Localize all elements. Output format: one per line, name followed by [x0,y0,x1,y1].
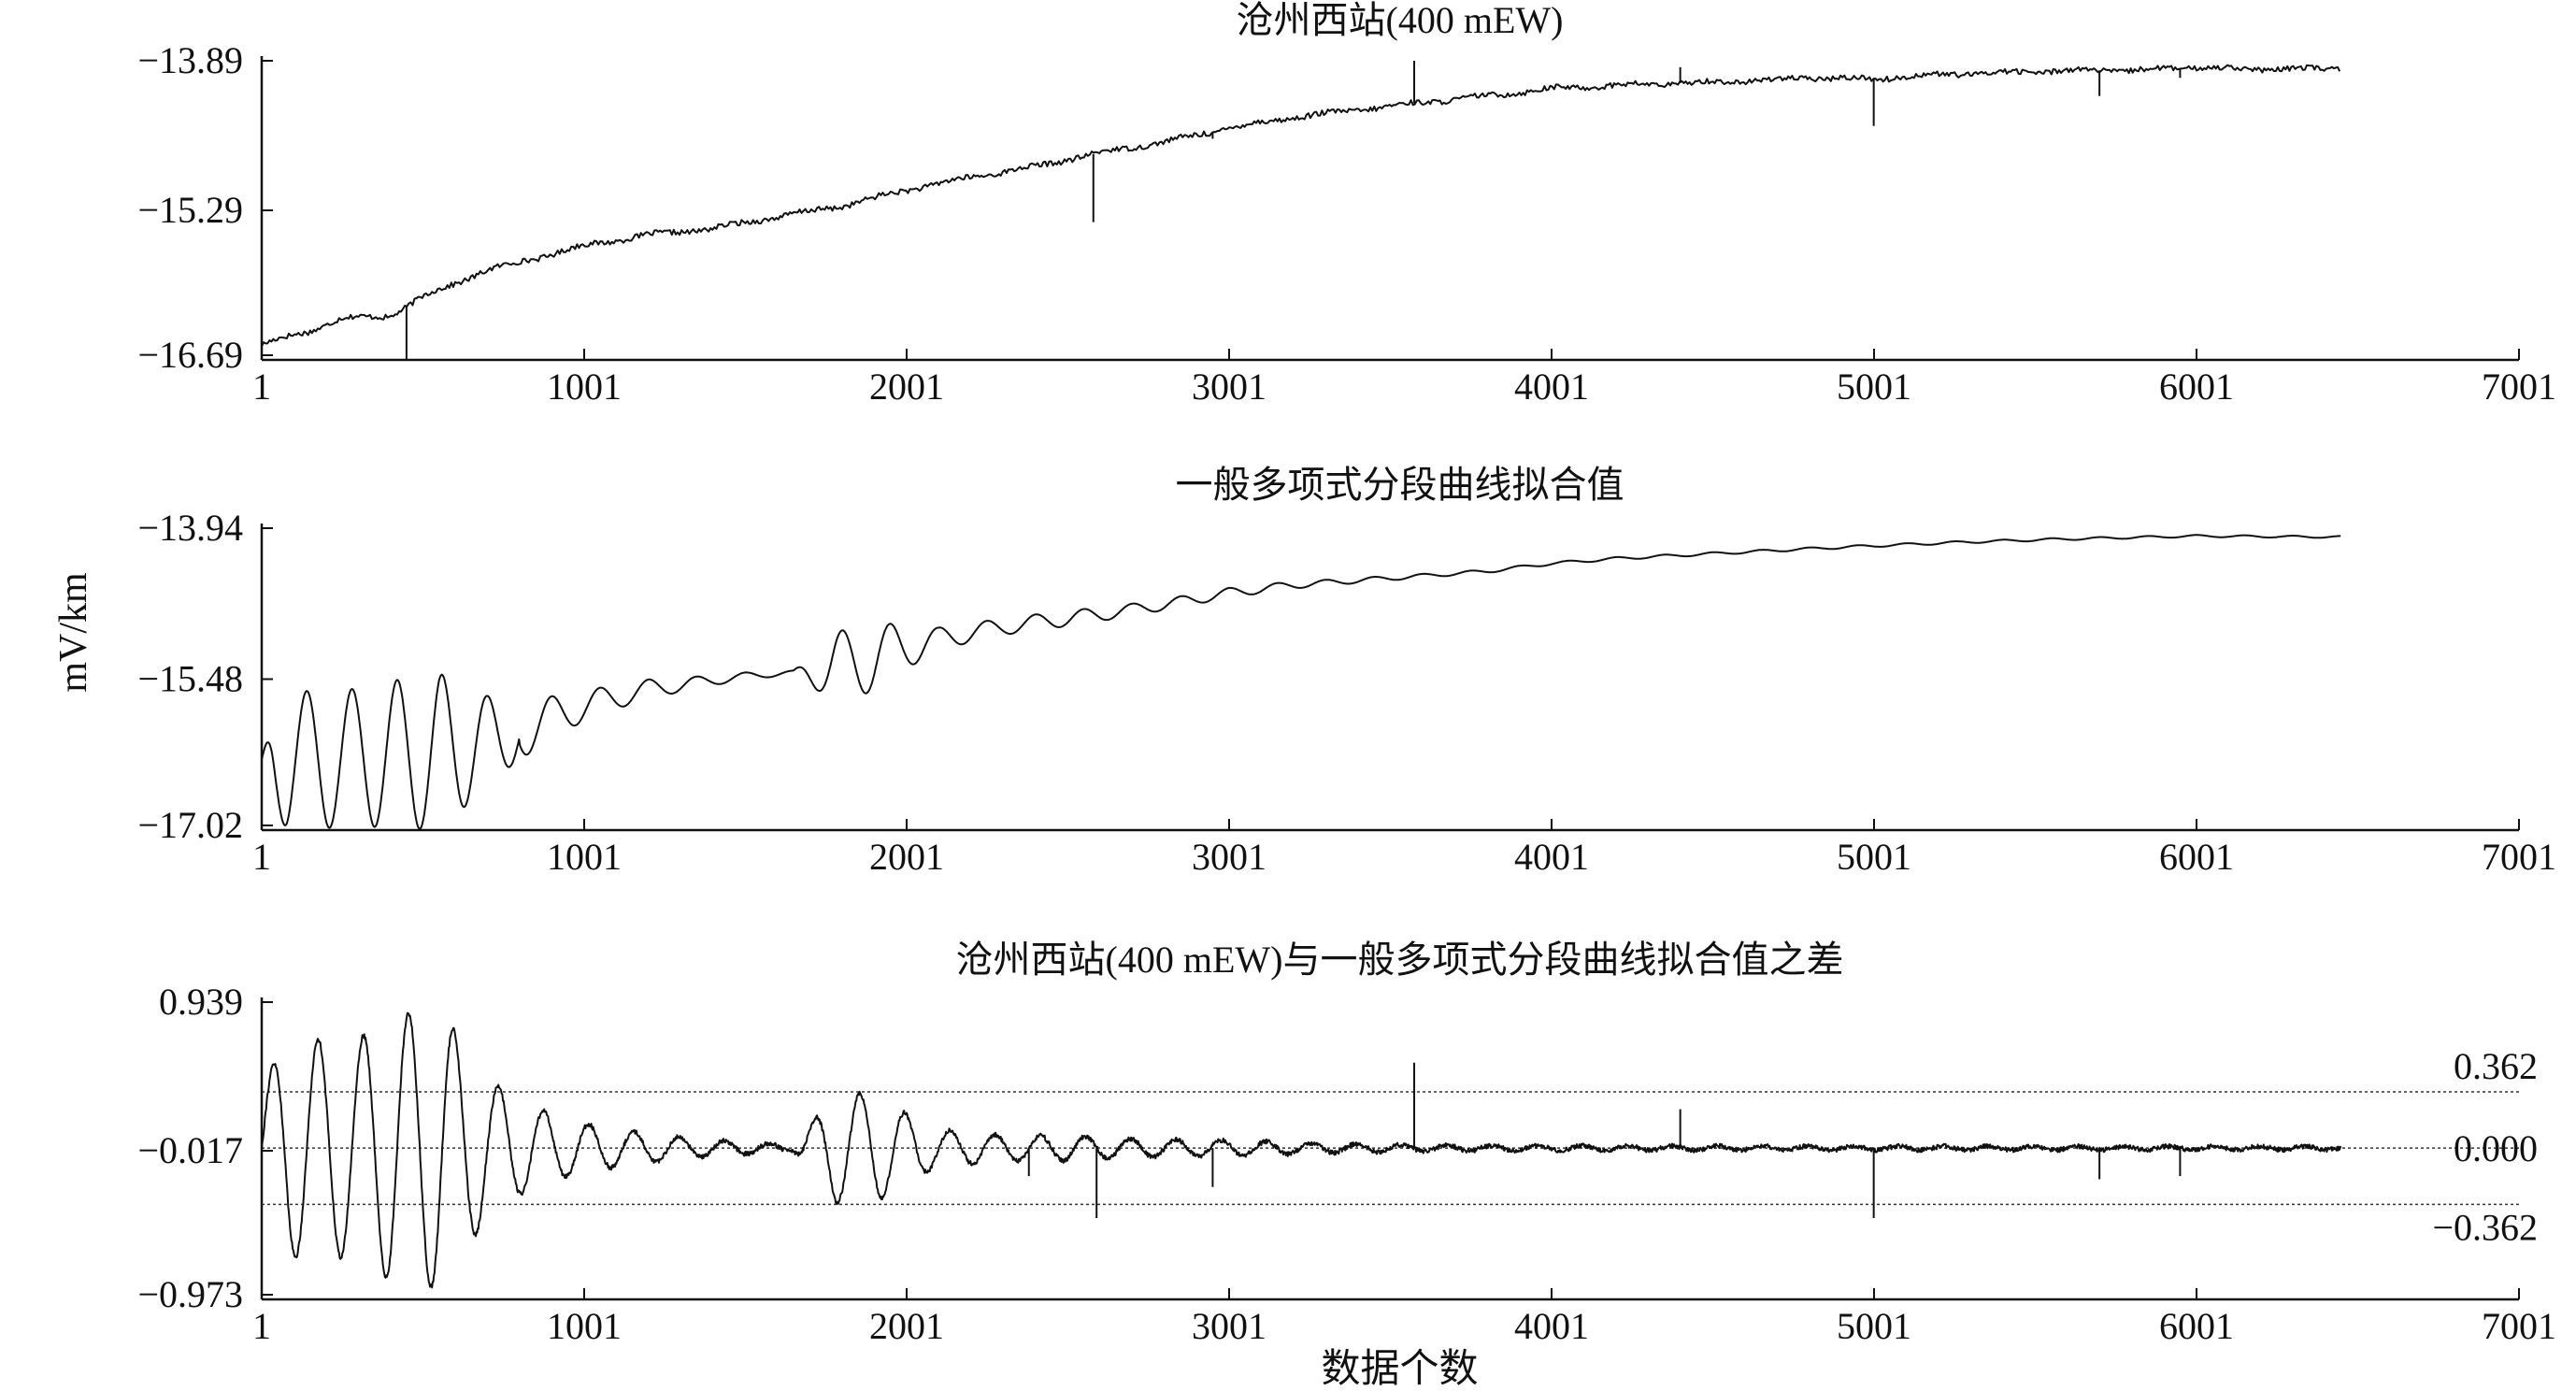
x-tick-label: 3001 [1192,1305,1267,1347]
x-tick-label: 3001 [1192,366,1267,408]
panel-title: 一般多项式分段曲线拟合值 [1176,464,1624,506]
y-tick-label: −17.02 [137,804,243,846]
y-tick-label: −15.48 [137,658,243,700]
y-tick-label: −13.89 [137,39,243,81]
reference-line-label: 0.000 [2454,1127,2538,1169]
x-tick-label: 5001 [1837,1305,1911,1347]
raw-series-line [261,64,2341,347]
x-tick-label: 5001 [1837,366,1911,408]
x-tick-label: 4001 [1514,1305,1589,1347]
x-tick-label: 1001 [547,366,622,408]
x-tick-label: 4001 [1514,836,1589,878]
panel-title: 沧州西站(400 mEW) [1237,0,1564,41]
x-tick-label: 7001 [2482,836,2556,878]
x-tick-label: 6001 [2159,366,2234,408]
x-tick-label: 1 [252,366,271,408]
x-tick-label: 2001 [869,366,944,408]
reference-line-label: −0.362 [2432,1206,2538,1248]
x-tick-label: 1001 [547,836,622,878]
x-tick-label: 5001 [1837,836,1911,878]
panel-residual-series: 沧州西站(400 mEW)与一般多项式分段曲线拟合值之差 1 1001 2001 300… [137,939,2556,1391]
x-tick-label: 1001 [547,1305,622,1347]
x-tick-label: 2001 [869,836,944,878]
y-axis-label: mV/km [52,572,95,693]
y-tick-label: −13.94 [137,507,243,549]
x-tick-label: 7001 [2482,366,2556,408]
x-tick-label: 1 [252,1305,271,1347]
x-tick-label: 6001 [2159,836,2234,878]
panel-raw-series: 沧州西站(400 mEW) 1 1001 2001 3001 4001 5001 6001 70… [137,0,2556,408]
panel-fit-series: 一般多项式分段曲线拟合值 1 1001 2001 3001 4001 5001 6001 700… [52,464,2556,878]
x-tick-label: 6001 [2159,1305,2234,1347]
y-tick-label: −0.973 [137,1273,243,1315]
x-tick-label: 3001 [1192,836,1267,878]
x-tick-label: 7001 [2482,1305,2556,1347]
residual-series-line [261,1011,2342,1289]
y-tick-label: −15.29 [137,189,243,231]
y-tick-label: −16.69 [137,334,243,376]
reference-line-label: 0.362 [2454,1045,2538,1087]
y-tick-label: −0.017 [137,1129,243,1171]
x-tick-label: 1 [252,836,271,878]
x-axis-label: 数据个数 [1321,1348,1478,1391]
fit-series-line [261,534,2341,830]
x-tick-label: 2001 [869,1305,944,1347]
panel-title: 沧州西站(400 mEW)与一般多项式分段曲线拟合值之差 [956,939,1844,981]
y-tick-label: 0.939 [159,981,243,1023]
x-tick-label: 4001 [1514,366,1589,408]
